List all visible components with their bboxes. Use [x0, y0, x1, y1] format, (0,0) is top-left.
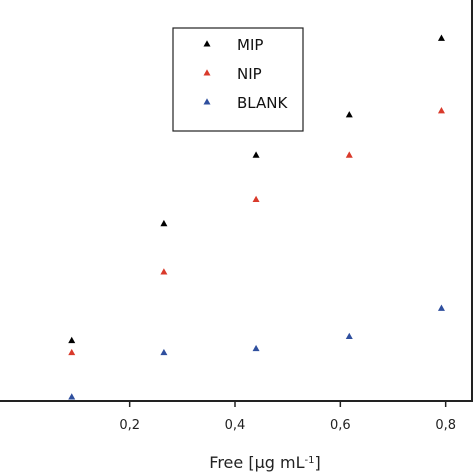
x-axis-title-close: ]: [314, 453, 320, 472]
legend-label-nip: NIP: [237, 65, 262, 83]
legend-marker-mip: [203, 40, 211, 47]
data-point-mip: [68, 336, 76, 344]
x-tick-label: 0,2: [119, 418, 140, 433]
data-point-blank: [437, 304, 445, 311]
data-point-blank: [345, 332, 353, 340]
data-point-nip: [345, 151, 353, 158]
legend-box: [172, 27, 304, 132]
data-point-mip: [345, 111, 353, 118]
legend-marker-blank: [203, 98, 211, 105]
data-point-nip: [160, 268, 168, 275]
x-axis-ticks: 0,2 0,4 0,6 0,8: [119, 401, 456, 433]
data-marks: [68, 34, 445, 400]
data-point-nip: [252, 195, 260, 203]
data-point-mip: [160, 219, 168, 227]
legend-label-mip: MIP: [237, 36, 263, 54]
x-tick-label: 0,8: [435, 418, 456, 433]
data-point-nip: [68, 348, 76, 356]
x-axis-title: Free [µg mL-1]: [209, 453, 320, 472]
data-point-blank: [252, 344, 260, 352]
legend-marker-nip: [203, 69, 211, 76]
data-point-mip: [437, 34, 445, 41]
x-axis-title-main: Free [µg mL: [209, 453, 304, 472]
x-tick-label: 0,6: [330, 418, 351, 433]
x-tick-label: 0,4: [225, 418, 246, 433]
series-blank: [68, 304, 445, 400]
legend: MIP NIP BLANK: [172, 27, 304, 132]
series-nip: [68, 107, 445, 356]
x-axis-title-superscript: -1: [304, 455, 314, 466]
series-mip: [68, 34, 445, 344]
legend-label-blank: BLANK: [237, 94, 288, 112]
data-point-nip: [437, 107, 445, 114]
data-point-mip: [252, 151, 260, 158]
data-point-blank: [68, 393, 76, 400]
data-point-blank: [160, 348, 168, 356]
